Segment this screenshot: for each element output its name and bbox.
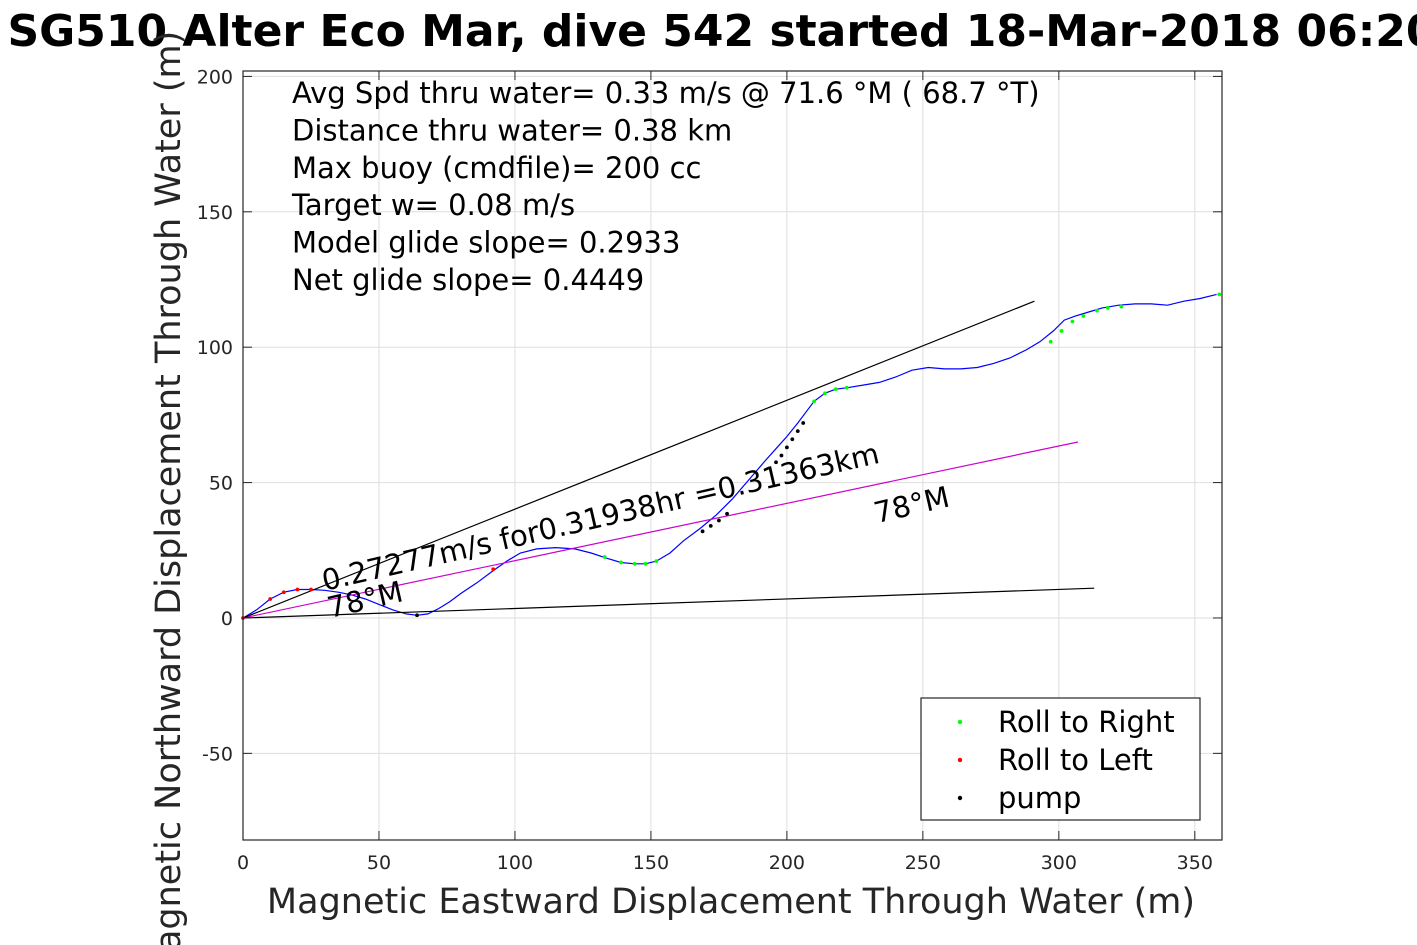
legend-label: pump <box>998 781 1081 815</box>
roll-to-right-point <box>1048 339 1053 344</box>
roll-to-right-point <box>619 560 623 565</box>
roll-to-right-point <box>1059 329 1064 333</box>
pump-point <box>708 524 713 528</box>
legend: Roll to Right Roll to Left pump <box>920 697 1201 821</box>
ticks <box>242 71 1222 840</box>
lower-bound-line <box>242 587 1095 619</box>
info-line: Net glide slope= 0.4449 <box>292 263 644 297</box>
info-block: Avg Spd thru water= 0.33 m/s @ 71.6 °M (… <box>291 76 1040 297</box>
axes-frame <box>242 70 1223 841</box>
roll-to-right-point <box>823 391 827 396</box>
pump-point <box>801 421 806 425</box>
pump-point <box>717 518 721 523</box>
y-axis-label: Magnetic Northward Displacement Through … <box>149 31 189 945</box>
pump-point <box>795 429 800 434</box>
pump-point <box>784 445 789 450</box>
info-line: Model glide slope= 0.2933 <box>292 226 680 260</box>
roll-to-right-point <box>643 561 648 566</box>
x-tick-label: 350 <box>1177 852 1213 874</box>
x-tick-label: 0 <box>237 852 249 874</box>
info-line: Avg Spd thru water= 0.33 m/s @ 71.6 °M (… <box>292 76 1040 110</box>
pump-point <box>415 613 419 618</box>
info-line: Max buoy (cmdfile)= 200 cc <box>292 151 701 185</box>
roll-to-right-point <box>1081 314 1086 318</box>
legend-marker <box>957 719 963 725</box>
roll-to-left-point <box>281 590 286 595</box>
roll-to-right-point <box>1105 306 1110 310</box>
roll-to-right-point <box>1119 304 1124 309</box>
legend-items: Roll to Right Roll to Left pump <box>957 705 1175 815</box>
x-tick-label: 50 <box>367 852 391 874</box>
pump-point <box>774 460 778 465</box>
legend-box <box>920 697 1201 821</box>
x-tick-label: 150 <box>633 852 669 874</box>
roll-to-right-point <box>654 559 659 564</box>
pump-point <box>700 529 705 534</box>
roll-to-right-point <box>833 387 838 392</box>
roll-to-right-point <box>844 385 849 390</box>
series-layer <box>242 293 1217 619</box>
glider-track-line <box>242 293 1217 619</box>
legend-marker <box>957 757 963 763</box>
roll-to-left-point <box>309 587 313 592</box>
roll-to-left-point <box>268 597 273 601</box>
x-axis-label: Magnetic Eastward Displacement Through W… <box>267 882 1195 922</box>
pump-point <box>779 453 784 458</box>
roll-to-right-point <box>602 555 607 559</box>
x-tick-label: 250 <box>905 852 941 874</box>
legend-label: Roll to Right <box>998 705 1175 739</box>
chart-title: SG510 Alter Eco Mar, dive 542 started 18… <box>7 6 1417 57</box>
pump-point <box>725 511 729 516</box>
pump-point <box>790 437 795 442</box>
net-track-line <box>242 441 1079 619</box>
info-line: Target w= 0.08 m/s <box>291 188 575 222</box>
legend-label: Roll to Left <box>998 743 1153 777</box>
roll-to-right-point <box>812 399 816 404</box>
roll-to-left-point <box>491 567 496 572</box>
x-tick-label: 300 <box>1041 852 1077 874</box>
y-tick-label: -50 <box>202 743 233 765</box>
y-tick-label: 200 <box>197 66 233 88</box>
markers-layer <box>241 292 1222 620</box>
roll-to-right-point <box>1070 319 1075 324</box>
x-tick-label: 200 <box>769 852 805 874</box>
upper-bound-line <box>242 300 1035 619</box>
roll-to-right-point <box>1095 308 1099 313</box>
y-tick-label: 150 <box>197 202 233 224</box>
y-tick-label: 100 <box>197 337 233 359</box>
roll-to-right-point <box>632 561 637 566</box>
y-tick-label: 0 <box>221 608 233 630</box>
tick-labels: 0 50 100 150 200 250 300 350 -50 0 50 100 150 200 <box>197 66 1213 874</box>
roll-to-left-point <box>295 587 300 592</box>
info-line: Distance thru water= 0.38 km <box>292 113 732 147</box>
y-tick-label: 50 <box>209 473 233 495</box>
roll-to-right-point <box>1217 292 1222 297</box>
x-tick-label: 100 <box>497 852 533 874</box>
legend-marker <box>957 795 963 801</box>
